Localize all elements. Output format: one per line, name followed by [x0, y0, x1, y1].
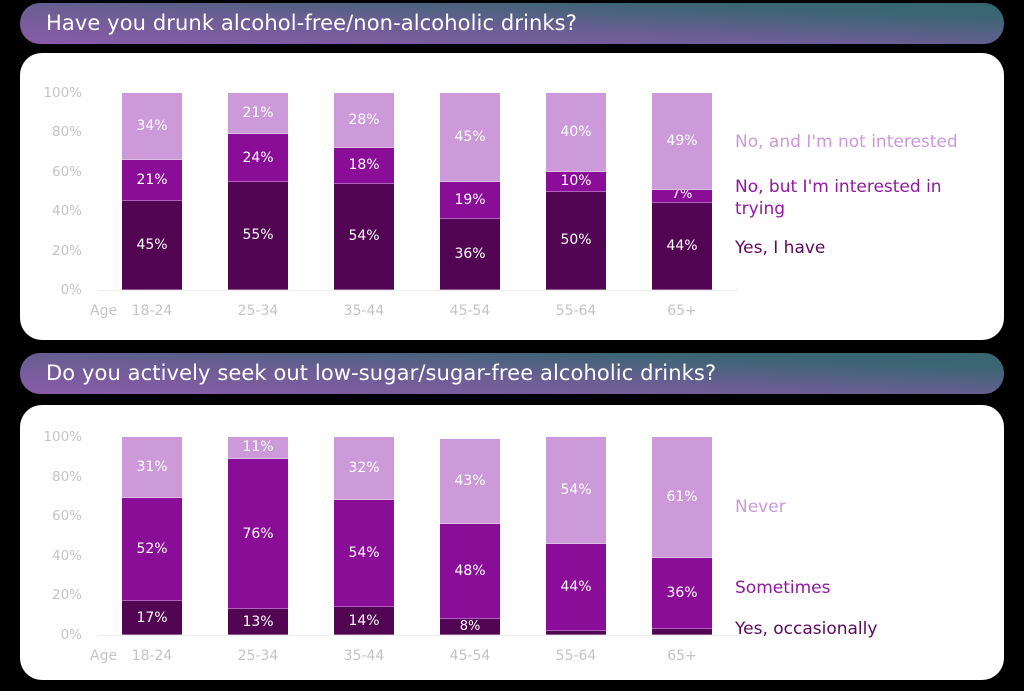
bar-segment: 19%	[440, 181, 500, 220]
bar-segment: 14%	[334, 607, 394, 635]
x-tick-label: 35-44	[343, 303, 385, 319]
bar-segment: 49%	[652, 93, 712, 190]
bar-segment: 13%	[228, 609, 288, 635]
y-tick-label: 100%	[43, 85, 82, 101]
bar-segment	[546, 631, 606, 635]
bar-55-64: 44% 54%	[546, 437, 606, 635]
bar-segment: 18%	[334, 148, 394, 184]
bar-segment: 40%	[546, 93, 606, 172]
x-axis-title: Age	[90, 303, 118, 319]
bar-segment: 31%	[122, 437, 182, 499]
y-tick-label: 60%	[51, 163, 82, 180]
bar-segment: 8%	[440, 619, 500, 635]
bar-segment: 34%	[122, 93, 182, 160]
x-tick-label: 45-54	[449, 303, 491, 319]
bar-segment: 45%	[440, 93, 500, 182]
y-tick-label: 40%	[51, 547, 82, 564]
bar-35-44: 14% 54% 32%	[334, 437, 394, 635]
bar-25-34: 13% 76% 11%	[228, 437, 288, 635]
bar-segment: 36%	[440, 219, 500, 290]
y-tick-label: 40%	[51, 203, 82, 220]
bar-segment: 36%	[652, 557, 712, 630]
legend-sometimes: Sometimes	[735, 578, 831, 598]
y-tick-label: 100%	[43, 429, 82, 445]
chart-panel-2: 100% 80% 60% 40% 20% 0% 17% 52% 31% 18-24 13% 76% 11…	[20, 405, 1004, 680]
y-tick-label: 80%	[51, 468, 82, 485]
x-axis-line	[98, 635, 738, 636]
bar-segment: 45%	[122, 201, 182, 290]
bar-segment: 32%	[334, 437, 394, 501]
bar-segment: 54%	[334, 500, 394, 608]
legend-never: Never	[735, 497, 786, 517]
y-tick-label: 20%	[51, 242, 82, 259]
bar-45-54: 36% 19% 45%	[440, 93, 500, 290]
bar-segment: 55%	[228, 181, 288, 290]
bar-segment: 44%	[652, 203, 712, 290]
legend-not-interested: No, and I'm not interested	[735, 132, 958, 152]
bar-segment: 7%	[652, 187, 712, 204]
x-tick-label: 55-64	[555, 303, 597, 319]
y-tick-label: 20%	[51, 587, 82, 604]
bar-segment: 11%	[228, 437, 288, 459]
legend-yes-have: Yes, I have	[735, 238, 826, 258]
bar-segment: 43%	[440, 439, 500, 525]
x-tick-label: 45-54	[449, 648, 491, 664]
bar-segment: 17%	[122, 601, 182, 635]
bar-segment: 50%	[546, 191, 606, 290]
legend-yes-occasionally: Yes, occasionally	[735, 619, 878, 639]
y-tick-label: 80%	[51, 124, 82, 141]
x-tick-label: 35-44	[343, 648, 385, 664]
x-tick-label: 65+	[667, 303, 697, 319]
bar-65+: 36% 61%	[652, 437, 712, 635]
bar-65+: 44% 7% 49%	[652, 93, 712, 290]
x-axis-title: Age	[90, 648, 118, 664]
chart-panel-1: 100% 80% 60% 40% 20% 0% 45% 21% 34% 18-24 55% 24% 21…	[20, 53, 1004, 340]
bar-segment: 52%	[122, 498, 182, 602]
x-tick-label: 18-24	[131, 303, 173, 319]
x-tick-label: 25-34	[237, 303, 279, 319]
section-1-title: Have you drunk alcohol-free/non-alcoholi…	[20, 3, 1004, 44]
bar-segment: 54%	[546, 437, 606, 544]
x-tick-label: 65+	[667, 648, 697, 664]
bar-segment: 21%	[122, 160, 182, 202]
bar-18-24: 45% 21% 34%	[122, 93, 182, 290]
bar-45-54: 8% 48% 43%	[440, 437, 500, 635]
legend-interested-trying: No, but I'm interested in trying	[735, 177, 942, 219]
bar-35-44: 54% 18% 28%	[334, 93, 394, 290]
bar-segment	[652, 629, 712, 635]
x-tick-label: 18-24	[131, 648, 173, 664]
bar-segment: 44%	[546, 543, 606, 632]
bar-segment: 76%	[228, 458, 288, 610]
x-tick-label: 25-34	[237, 648, 279, 664]
y-tick-label: 0%	[60, 627, 82, 643]
bar-25-34: 55% 24% 21%	[228, 93, 288, 290]
stacked-bar-chart-2: 100% 80% 60% 40% 20% 0% 17% 52% 31% 18-24 13% 76% 11…	[20, 405, 1004, 680]
bar-segment: 28%	[334, 93, 394, 149]
y-tick-label: 0%	[60, 282, 82, 298]
x-tick-label: 55-64	[555, 648, 597, 664]
x-axis-line	[98, 290, 738, 291]
bar-segment: 61%	[652, 437, 712, 558]
bar-segment: 10%	[546, 171, 606, 192]
bar-segment: 48%	[440, 524, 500, 620]
y-tick-label: 60%	[51, 508, 82, 525]
section-2-title: Do you actively seek out low-sugar/sugar…	[20, 353, 1004, 394]
bar-55-64: 50% 10% 40%	[546, 93, 606, 290]
stacked-bar-chart-1: 100% 80% 60% 40% 20% 0% 45% 21% 34% 18-24 55% 24% 21…	[20, 53, 1004, 340]
bar-segment: 21%	[228, 93, 288, 135]
bar-segment: 24%	[228, 134, 288, 182]
bar-segment: 54%	[334, 183, 394, 290]
bar-18-24: 17% 52% 31%	[122, 437, 182, 635]
